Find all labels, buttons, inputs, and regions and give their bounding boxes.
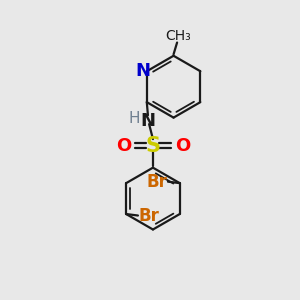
Text: O: O — [116, 136, 131, 154]
Text: N: N — [140, 112, 155, 130]
Text: Br: Br — [146, 173, 167, 191]
Text: CH₃: CH₃ — [166, 29, 191, 43]
Text: H: H — [129, 111, 140, 126]
Text: O: O — [175, 136, 190, 154]
Text: S: S — [146, 136, 160, 156]
Text: N: N — [136, 62, 151, 80]
Text: Br: Br — [139, 206, 160, 224]
